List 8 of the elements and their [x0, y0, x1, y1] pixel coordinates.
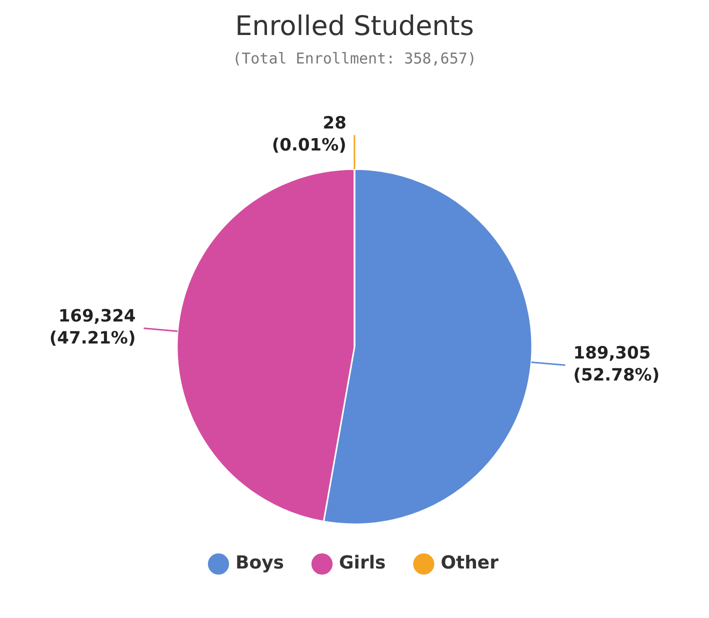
chart-title: Enrolled Students: [235, 11, 474, 42]
legend-label: Boys: [235, 552, 284, 574]
chart-subtitle: (Total Enrollment: 358,657): [232, 49, 476, 68]
data-label: 189,305 (52.78%): [573, 344, 660, 386]
data-label: 169,324 (47.21%): [49, 306, 136, 349]
legend-label: Girls: [339, 552, 386, 574]
data-label: 28 (0.01%): [272, 114, 346, 156]
legend-label: Other: [440, 552, 499, 574]
